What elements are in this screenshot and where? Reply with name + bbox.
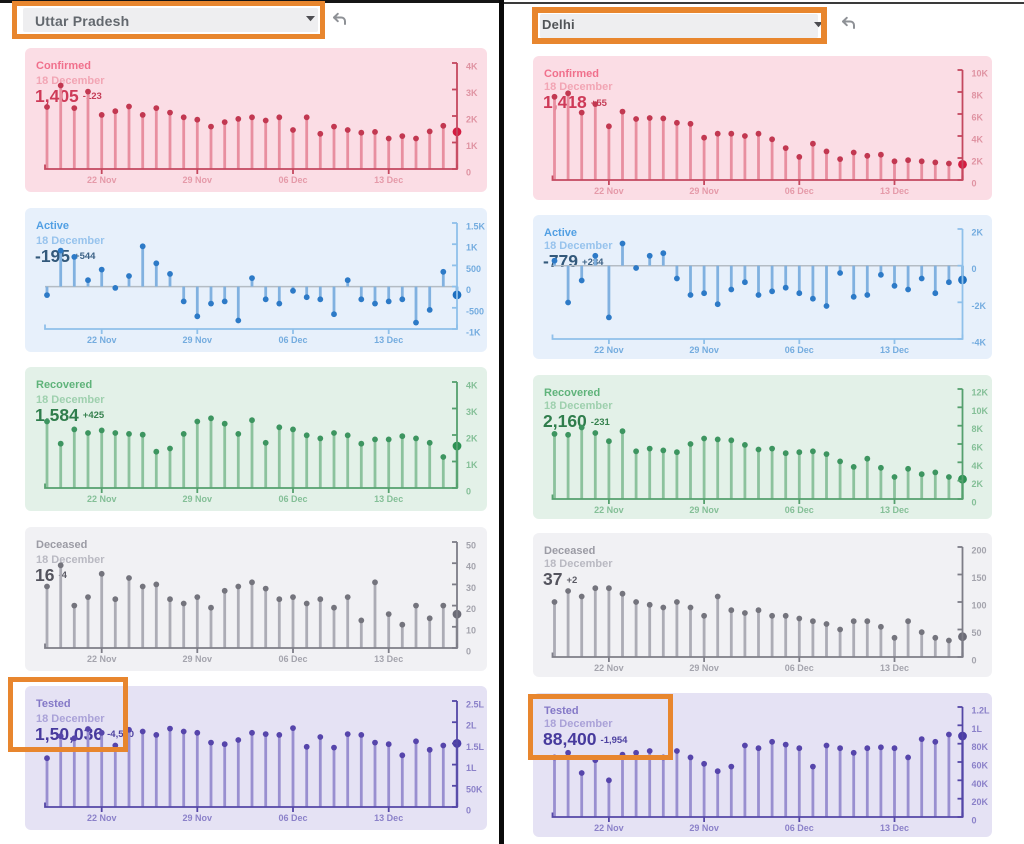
svg-text:-4K: -4K: [972, 338, 987, 348]
svg-text:3K: 3K: [466, 88, 478, 98]
svg-text:50K: 50K: [466, 784, 483, 794]
svg-text:13 Dec: 13 Dec: [374, 175, 403, 185]
svg-text:13 Dec: 13 Dec: [374, 335, 403, 345]
svg-text:06 Dec: 06 Dec: [278, 175, 307, 185]
svg-text:2L: 2L: [466, 721, 477, 731]
svg-text:22 Nov: 22 Nov: [87, 494, 117, 504]
svg-text:22 Nov: 22 Nov: [594, 663, 624, 673]
svg-text:06 Dec: 06 Dec: [785, 663, 814, 673]
svg-text:13 Dec: 13 Dec: [374, 813, 403, 823]
svg-text:06 Dec: 06 Dec: [278, 494, 307, 504]
svg-text:30: 30: [466, 583, 476, 593]
svg-text:29 Nov: 29 Nov: [689, 823, 719, 833]
svg-text:0: 0: [466, 647, 471, 657]
svg-text:29 Nov: 29 Nov: [689, 505, 719, 515]
svg-text:1K: 1K: [466, 460, 478, 470]
svg-text:10K: 10K: [972, 69, 989, 79]
svg-text:2K: 2K: [972, 228, 984, 238]
svg-text:-1K: -1K: [466, 328, 481, 338]
svg-text:20K: 20K: [972, 797, 989, 807]
svg-text:0: 0: [466, 487, 471, 497]
svg-text:0: 0: [972, 179, 977, 189]
svg-text:22 Nov: 22 Nov: [87, 654, 117, 664]
svg-text:1L: 1L: [466, 763, 477, 773]
svg-text:1.5K: 1.5K: [466, 222, 486, 232]
svg-text:29 Nov: 29 Nov: [183, 335, 213, 345]
svg-text:40K: 40K: [972, 779, 989, 789]
svg-text:0: 0: [972, 498, 977, 508]
svg-text:2K: 2K: [972, 479, 984, 489]
svg-text:40: 40: [466, 562, 476, 572]
svg-text:0: 0: [466, 168, 471, 178]
svg-text:4K: 4K: [972, 461, 984, 471]
svg-text:13 Dec: 13 Dec: [374, 494, 403, 504]
svg-text:0: 0: [972, 264, 977, 274]
svg-text:06 Dec: 06 Dec: [278, 813, 307, 823]
svg-text:80K: 80K: [972, 742, 989, 752]
svg-text:0: 0: [466, 285, 471, 295]
svg-text:06 Dec: 06 Dec: [785, 186, 814, 196]
svg-text:06 Dec: 06 Dec: [785, 823, 814, 833]
svg-text:22 Nov: 22 Nov: [87, 175, 117, 185]
svg-text:13 Dec: 13 Dec: [880, 823, 909, 833]
svg-text:29 Nov: 29 Nov: [689, 186, 719, 196]
svg-text:22 Nov: 22 Nov: [594, 186, 624, 196]
svg-text:200: 200: [972, 546, 987, 556]
svg-text:2.5L: 2.5L: [466, 700, 485, 710]
svg-text:10K: 10K: [972, 406, 989, 416]
svg-text:-500: -500: [466, 306, 484, 316]
svg-text:3K: 3K: [466, 407, 478, 417]
svg-text:22 Nov: 22 Nov: [594, 505, 624, 515]
svg-text:13 Dec: 13 Dec: [374, 654, 403, 664]
svg-text:22 Nov: 22 Nov: [87, 335, 117, 345]
svg-text:29 Nov: 29 Nov: [689, 345, 719, 355]
svg-text:4K: 4K: [466, 62, 478, 72]
svg-text:13 Dec: 13 Dec: [880, 186, 909, 196]
svg-text:22 Nov: 22 Nov: [87, 813, 117, 823]
svg-text:1K: 1K: [466, 141, 478, 151]
svg-text:29 Nov: 29 Nov: [183, 654, 213, 664]
svg-text:13 Dec: 13 Dec: [880, 345, 909, 355]
svg-text:4K: 4K: [972, 135, 984, 145]
svg-text:500: 500: [466, 264, 481, 274]
svg-text:29 Nov: 29 Nov: [183, 813, 213, 823]
svg-text:60K: 60K: [972, 761, 989, 771]
svg-text:100: 100: [972, 601, 987, 611]
svg-text:1L: 1L: [972, 724, 983, 734]
svg-text:06 Dec: 06 Dec: [278, 654, 307, 664]
svg-text:2K: 2K: [466, 115, 478, 125]
svg-text:13 Dec: 13 Dec: [880, 505, 909, 515]
svg-text:1.2L: 1.2L: [972, 706, 991, 716]
svg-text:0: 0: [972, 656, 977, 666]
svg-text:06 Dec: 06 Dec: [785, 345, 814, 355]
svg-text:50: 50: [466, 541, 476, 551]
svg-text:1.5L: 1.5L: [466, 742, 485, 752]
svg-text:150: 150: [972, 573, 987, 583]
svg-text:0: 0: [972, 816, 977, 826]
svg-text:2K: 2K: [466, 434, 478, 444]
svg-text:10: 10: [466, 625, 476, 635]
svg-text:-2K: -2K: [972, 301, 987, 311]
svg-text:6K: 6K: [972, 443, 984, 453]
svg-text:8K: 8K: [972, 91, 984, 101]
svg-text:0: 0: [466, 806, 471, 816]
svg-text:50: 50: [972, 628, 982, 638]
svg-text:13 Dec: 13 Dec: [880, 663, 909, 673]
svg-text:22 Nov: 22 Nov: [594, 823, 624, 833]
svg-text:22 Nov: 22 Nov: [594, 345, 624, 355]
svg-text:29 Nov: 29 Nov: [183, 494, 213, 504]
svg-text:6K: 6K: [972, 113, 984, 123]
svg-text:29 Nov: 29 Nov: [689, 663, 719, 673]
svg-text:1K: 1K: [466, 243, 478, 253]
svg-text:29 Nov: 29 Nov: [183, 175, 213, 185]
svg-text:20: 20: [466, 604, 476, 614]
svg-text:2K: 2K: [972, 157, 984, 167]
svg-text:06 Dec: 06 Dec: [278, 335, 307, 345]
svg-text:4K: 4K: [466, 381, 478, 391]
svg-text:8K: 8K: [972, 424, 984, 434]
svg-text:12K: 12K: [972, 388, 989, 398]
svg-text:06 Dec: 06 Dec: [785, 505, 814, 515]
